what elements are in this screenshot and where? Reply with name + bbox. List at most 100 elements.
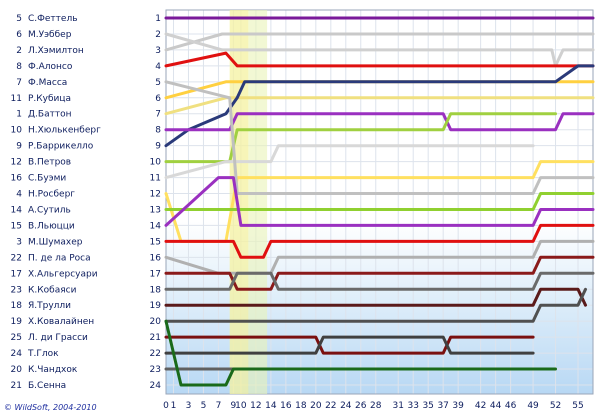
x-tick-label: 33 [407, 401, 418, 411]
x-tick-label: 37 [437, 401, 448, 411]
series-line-10 [164, 144, 535, 180]
driver-number: 4 [16, 190, 22, 200]
driver-number: 25 [11, 333, 22, 343]
driver-number: 22 [11, 253, 22, 263]
x-tick-label: 9 [231, 401, 237, 411]
y-tick-label: 13 [150, 205, 161, 215]
driver-number: 5 [16, 14, 22, 24]
y-tick-label: 7 [155, 110, 161, 120]
x-tick-label: 20 [310, 401, 322, 411]
y-tick-label: 24 [150, 381, 162, 391]
driver-number: 15 [11, 221, 22, 231]
driver-name: Л.Хэмилтон [28, 46, 84, 56]
x-tick-label: 10 [235, 401, 247, 411]
y-tick-label: 9 [155, 142, 161, 152]
x-tick-label: 39 [452, 401, 464, 411]
y-tick-label: 12 [150, 190, 161, 200]
series-line-19 [164, 287, 587, 307]
y-tick-label: 14 [150, 221, 162, 231]
driver-name: В.Петров [28, 158, 71, 168]
y-tick-label: 3 [155, 46, 161, 56]
driver-name: С.Буэми [28, 174, 66, 184]
y-tick-label: 19 [150, 301, 162, 311]
driver-number: 24 [11, 349, 23, 359]
series-line-7 [164, 64, 595, 148]
series-line-18 [164, 271, 595, 291]
x-tick-label: 28 [370, 401, 382, 411]
driver-name: К.Кобаяси [28, 285, 77, 295]
y-tick-label: 15 [150, 237, 161, 247]
driver-name: Ф.Масса [28, 78, 67, 88]
series-line-20 [164, 287, 587, 323]
driver-number: 11 [11, 94, 22, 104]
driver-number: 16 [11, 174, 23, 184]
x-tick-label: 1 [171, 401, 177, 411]
series-line-13 [164, 192, 595, 211]
x-tick-label: 49 [527, 401, 539, 411]
y-tick-label: 21 [150, 333, 161, 343]
driver-name: Р.Кубица [28, 94, 71, 104]
driver-number: 1 [16, 110, 22, 120]
driver-number: 23 [11, 285, 22, 295]
driver-name: М.Шумахер [28, 237, 83, 247]
x-tick-label: 42 [475, 401, 486, 411]
x-tick-label: 55 [572, 401, 583, 411]
driver-number: 3 [16, 237, 22, 247]
x-tick-label: 52 [550, 401, 561, 411]
driver-name: Д.Баттон [28, 110, 72, 120]
driver-number: 10 [11, 126, 23, 136]
driver-number: 21 [11, 381, 22, 391]
y-tick-label: 10 [150, 158, 162, 168]
x-tick-label: 31 [393, 401, 404, 411]
plot-frame [165, 9, 594, 395]
driver-name: Я.Трулли [28, 301, 71, 311]
y-tick-label: 20 [150, 317, 162, 327]
x-tick-label: 14 [265, 401, 277, 411]
series-line-2 [164, 32, 595, 52]
safety-car-shade [229, 10, 249, 394]
x-tick-label: 26 [355, 401, 367, 411]
driver-name: Б.Сенна [28, 381, 66, 391]
y-tick-label: 5 [155, 78, 161, 88]
driver-name: Ф.Алонсо [28, 62, 73, 72]
driver-number: 12 [11, 158, 22, 168]
safety-car-band [229, 10, 268, 394]
driver-number: 18 [11, 301, 23, 311]
series-line-4 [164, 51, 595, 68]
series-line-22 [164, 335, 535, 355]
series-line-14 [164, 176, 595, 227]
x-tick-label: 18 [295, 401, 307, 411]
x-tick-label: 22 [325, 401, 336, 411]
y-tick-label: 16 [150, 253, 162, 263]
x-tick-label: 44 [490, 401, 502, 411]
driver-name: Н.Росберг [28, 190, 75, 200]
driver-number: 20 [11, 365, 23, 375]
driver-number: 14 [11, 205, 23, 215]
series-lines [164, 16, 595, 387]
x-tick-label: 5 [201, 401, 207, 411]
y-tick-label: 1 [155, 14, 161, 24]
y-tick-label: 23 [150, 365, 161, 375]
driver-number: 17 [11, 269, 22, 279]
x-tick-label: 12 [250, 401, 261, 411]
series-line-15 [164, 223, 595, 259]
x-tick-label: 0 [163, 401, 169, 411]
driver-name: М.Уэббер [28, 30, 72, 40]
driver-number: 7 [16, 78, 22, 88]
driver-number: 9 [16, 142, 22, 152]
safety-car-shade [248, 10, 268, 394]
driver-name: Р.Баррикелло [28, 142, 94, 152]
y-tick-label: 18 [150, 285, 162, 295]
series-line-12 [164, 80, 595, 195]
driver-name: К.Чандхок [28, 365, 78, 375]
y-tick-label: 17 [150, 269, 161, 279]
driver-name: Х.Ковалайнен [28, 317, 94, 327]
driver-number: 2 [16, 46, 22, 56]
driver-name: Л. ди Грасси [28, 333, 88, 343]
series-line-3 [164, 32, 595, 68]
y-tick-label: 4 [155, 62, 161, 72]
x-tick-label: 3 [186, 401, 192, 411]
driver-name: В.Льюцци [28, 221, 75, 231]
driver-name: Х.Альгерсуари [28, 269, 98, 279]
